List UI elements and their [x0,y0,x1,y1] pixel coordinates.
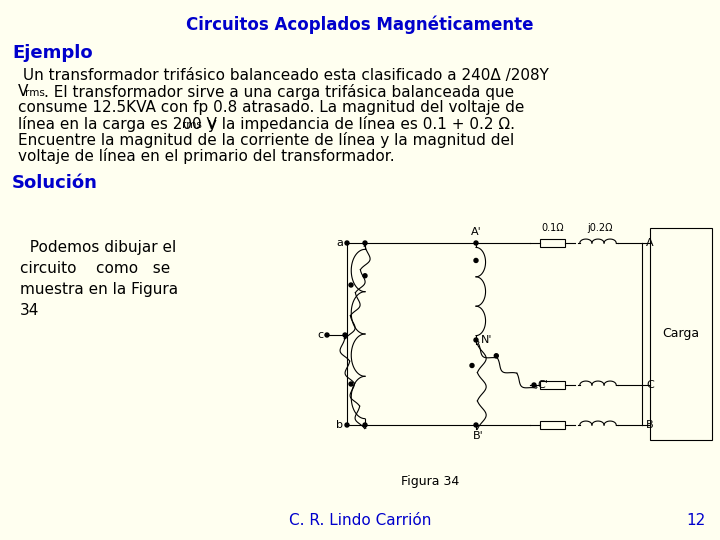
Circle shape [363,423,367,427]
Text: C. R. Lindo Carrión: C. R. Lindo Carrión [289,513,431,528]
Circle shape [345,241,349,245]
Text: Solución: Solución [12,174,98,192]
Circle shape [470,363,474,368]
Text: C': C' [537,380,548,390]
Text: c: c [317,330,323,340]
Text: Ejemplo: Ejemplo [12,44,93,62]
Circle shape [363,241,367,245]
Text: b: b [336,420,343,430]
Text: Un transformador trifásico balanceado esta clasificado a 240Δ /208Y: Un transformador trifásico balanceado es… [18,68,549,83]
Text: Figura 34: Figura 34 [401,475,459,488]
Text: Circuitos Acoplados Magnéticamente: Circuitos Acoplados Magnéticamente [186,16,534,35]
Circle shape [363,274,367,278]
Text: V: V [18,84,28,99]
Text: C: C [646,380,654,390]
Text: B': B' [473,431,484,441]
Circle shape [349,283,353,287]
Text: y la impedancia de línea es 0.1 + 0.2 Ω.: y la impedancia de línea es 0.1 + 0.2 Ω. [203,116,515,132]
Text: B: B [646,420,654,430]
Text: Podemos dibujar el
circuito    como   se
muestra en la Figura
34: Podemos dibujar el circuito como se mues… [20,240,178,318]
Circle shape [474,259,478,262]
Bar [540,381,565,389]
Text: . El transformador sirve a una carga trifásica balanceada que: . El transformador sirve a una carga tri… [44,84,514,100]
Bar [650,228,712,440]
Text: A': A' [471,227,482,237]
Text: consume 12.5KVA con fp 0.8 atrasado. La magnitud del voltaje de: consume 12.5KVA con fp 0.8 atrasado. La … [18,100,524,115]
Text: rms: rms [24,87,45,98]
Circle shape [343,333,347,337]
Text: 12: 12 [687,513,706,528]
Bar [540,239,565,247]
Circle shape [325,333,329,337]
Text: Encuentre la magnitud de la corriente de línea y la magnitud del: Encuentre la magnitud de la corriente de… [18,132,514,148]
Text: línea en la carga es 200 V: línea en la carga es 200 V [18,116,217,132]
Circle shape [532,383,536,387]
Circle shape [349,382,353,386]
Circle shape [495,354,498,357]
Bar [540,421,565,429]
Text: rms: rms [182,119,202,130]
Text: a: a [336,238,343,248]
Text: 0.1Ω: 0.1Ω [541,223,564,233]
Circle shape [474,241,478,245]
Text: N': N' [481,335,492,345]
Text: A: A [646,238,654,248]
Circle shape [474,338,478,342]
Text: j0.2Ω: j0.2Ω [588,223,613,233]
Text: Carga: Carga [662,327,700,341]
Circle shape [345,423,349,427]
Circle shape [474,423,478,427]
Text: voltaje de línea en el primario del transformador.: voltaje de línea en el primario del tran… [18,148,395,164]
